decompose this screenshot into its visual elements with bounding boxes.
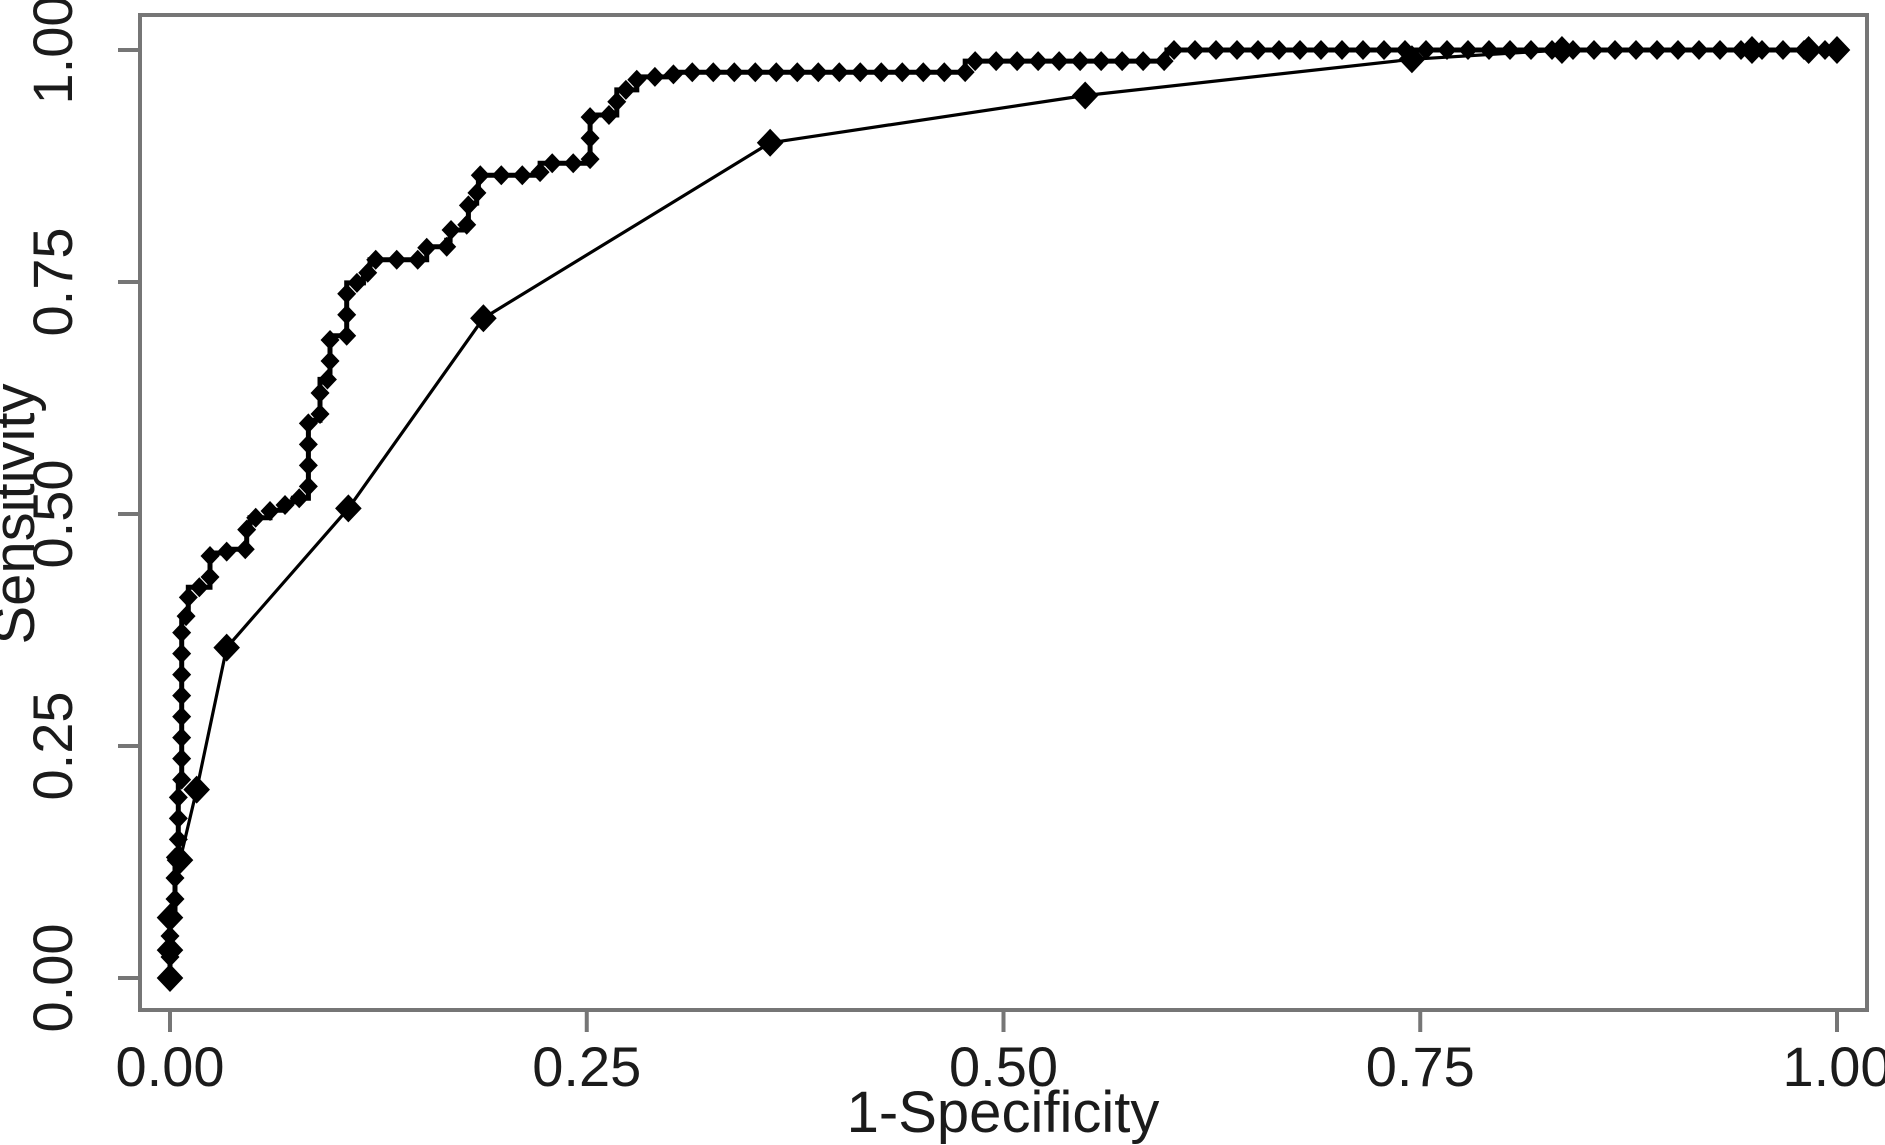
y-tick-label: 1.00: [21, 0, 84, 105]
y-tick-label: 0.75: [21, 228, 84, 337]
series-fitted-roc-diamond-curve: [156, 36, 1851, 992]
plot-border: [138, 13, 1869, 1012]
x-axis-ticks: 0.00 0.25 0.50 0.75 1.00: [116, 1010, 1885, 1098]
x-tick-label: 0.75: [1366, 1035, 1475, 1098]
x-tick-label: 1.00: [1783, 1035, 1885, 1098]
series-empirical-roc-step-curve: [160, 40, 1847, 988]
y-tick-label: 0.00: [21, 924, 84, 1033]
x-axis-title: 1-Specificity: [847, 1080, 1160, 1145]
y-tick-label: 0.25: [21, 692, 84, 801]
y-tick-label: 0.50: [21, 460, 84, 569]
y-axis-title: Sensitivity: [0, 383, 47, 644]
x-tick-label: 0.25: [532, 1035, 641, 1098]
x-tick-label: 0.50: [949, 1035, 1058, 1098]
x-tick-label: 0.00: [116, 1035, 225, 1098]
y-axis-ticks: 0.00 0.25 0.50 0.75 1.00: [21, 0, 140, 1033]
